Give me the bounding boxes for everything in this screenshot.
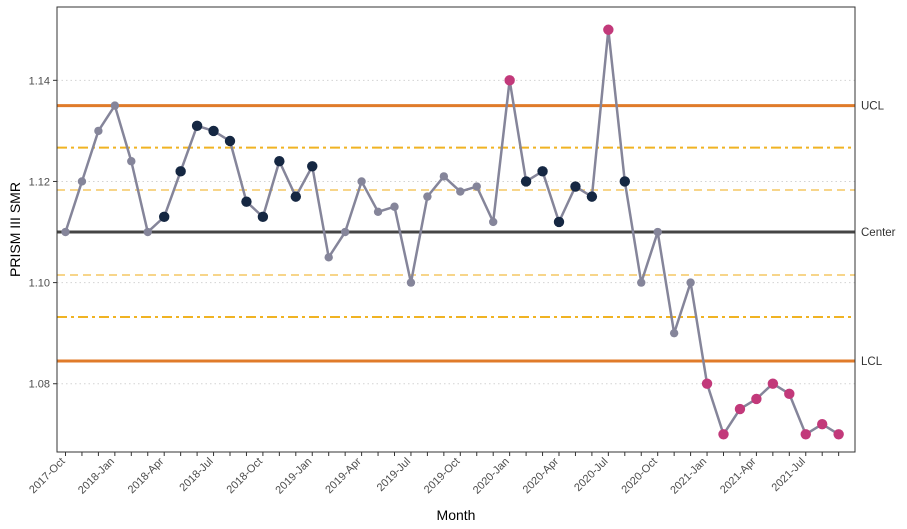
data-point — [553, 216, 565, 228]
y-tick-label: 1.14 — [29, 75, 50, 87]
data-point — [767, 378, 779, 389]
data-points — [61, 24, 844, 440]
data-point — [489, 217, 498, 227]
x-tick-label: 2019-Jul — [375, 456, 413, 494]
data-point — [520, 176, 532, 187]
x-tick-label: 2021-Apr — [718, 455, 759, 496]
data-point — [784, 388, 795, 400]
data-point — [456, 187, 465, 196]
data-point — [357, 177, 366, 186]
x-tick-label: 2021-Jul — [770, 456, 808, 494]
x-tick-label: 2018-Apr — [126, 455, 167, 496]
data-point — [817, 418, 828, 430]
data-point — [127, 157, 136, 166]
x-axis-title: Month — [437, 507, 476, 523]
y-tick-label: 1.12 — [29, 176, 50, 188]
limit-labels: UCL Center LCL — [861, 101, 896, 368]
data-point — [143, 227, 152, 237]
control-limits — [57, 104, 855, 363]
x-tick-label: 2019-Apr — [323, 455, 364, 496]
data-point — [159, 211, 170, 223]
data-point — [504, 75, 515, 86]
x-tick-label: 2020-Oct — [619, 456, 659, 496]
axes: 1.08 1.10 1.12 1.14 2017-Oct 2018-Jan 2018-Apr… — [27, 75, 840, 497]
x-tick-label: 2018-Oct — [225, 456, 265, 496]
x-tick-label: 2020-Jul — [572, 456, 610, 494]
data-point — [257, 211, 269, 223]
data-point — [373, 207, 383, 217]
data-point — [472, 182, 481, 191]
data-point — [110, 101, 120, 110]
y-axis-title: PRISM III SMR — [7, 182, 23, 277]
data-point — [439, 172, 449, 181]
series-line — [64, 28, 840, 436]
data-point — [307, 161, 318, 172]
data-point — [686, 278, 695, 287]
y-tick-label: 1.10 — [29, 278, 50, 290]
data-point — [669, 328, 679, 338]
data-point — [423, 192, 432, 201]
x-tick-label: 2018-Jul — [177, 456, 215, 494]
x-tick-label: 2018-Jan — [76, 456, 117, 497]
data-point — [586, 191, 598, 202]
plot-panel-border — [56, 6, 856, 453]
data-point — [208, 125, 219, 137]
data-point — [619, 176, 630, 187]
y-tick-label: 1.08 — [29, 379, 50, 391]
data-point — [290, 191, 301, 202]
limit-label-lcl: LCL — [861, 356, 883, 368]
data-point — [191, 120, 203, 132]
data-point — [537, 166, 548, 177]
x-tick-label: 2017-Oct — [27, 456, 67, 496]
data-point — [734, 403, 746, 415]
data-point — [175, 166, 186, 177]
data-point — [390, 202, 399, 211]
data-point — [800, 429, 811, 440]
data-point — [274, 156, 285, 167]
limit-label-center: Center — [861, 227, 896, 239]
data-point — [340, 227, 350, 237]
data-point — [570, 181, 581, 192]
x-tick-label: 2020-Jan — [471, 456, 512, 497]
data-point — [718, 429, 729, 440]
limit-label-ucl: UCL — [861, 101, 885, 113]
data-point — [61, 227, 70, 237]
data-point — [406, 278, 416, 287]
data-point — [241, 196, 252, 207]
x-tick-label: 2021-Jan — [668, 456, 709, 497]
x-tick-label: 2019-Jan — [273, 456, 314, 497]
data-point — [224, 135, 236, 147]
data-point — [701, 378, 713, 389]
data-point — [94, 126, 103, 136]
x-tick-label: 2019-Oct — [422, 456, 462, 496]
data-point — [637, 278, 646, 287]
data-point — [603, 24, 614, 35]
x-tick-label: 2020-Apr — [521, 455, 562, 496]
data-point — [77, 177, 87, 186]
data-point — [324, 253, 333, 262]
series-polyline — [64, 28, 840, 436]
data-point — [833, 429, 844, 440]
data-point — [751, 393, 762, 405]
data-point — [653, 227, 662, 237]
